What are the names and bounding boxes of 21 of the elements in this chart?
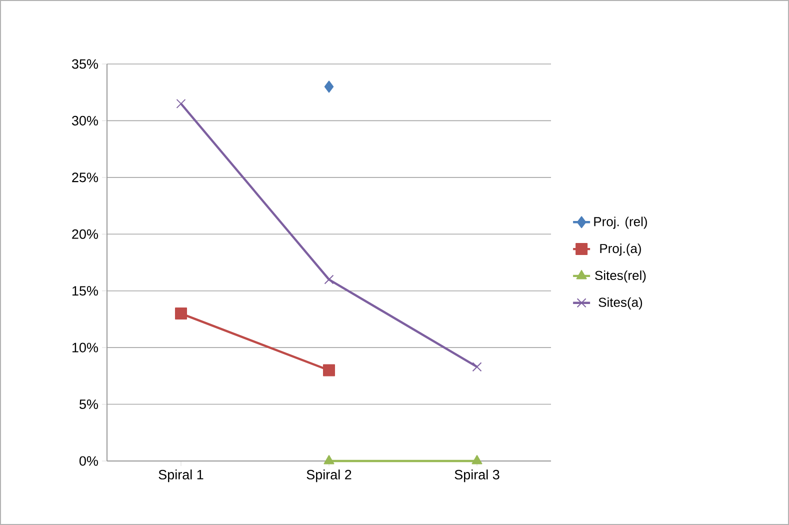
x-tick-label: Spiral 2 [306, 470, 352, 482]
legend-label: Sites(a) [598, 297, 642, 310]
y-tick-label: 0% [80, 456, 98, 466]
y-tick-label: 20% [72, 229, 98, 239]
point [324, 274, 334, 284]
y-tick-label: 25% [72, 172, 98, 182]
y-tick-label: 15% [72, 286, 98, 296]
point [472, 362, 482, 372]
legend-label: Proj.(a) [600, 244, 641, 256]
y-tick-label: 5% [80, 400, 98, 410]
y-tick-label: 10% [72, 342, 98, 352]
legend-label: Proj. (rel) [594, 216, 647, 229]
y-tick-label: 35% [72, 59, 98, 69]
legend-label: Sites(rel) [595, 270, 646, 283]
x-tick-label: Spiral 1 [158, 470, 204, 482]
y-tick-label: 30% [72, 116, 98, 126]
point [176, 98, 186, 108]
point [324, 80, 334, 93]
point [175, 308, 188, 320]
point [323, 364, 336, 376]
x-tick-label: Spiral 3 [454, 470, 500, 482]
